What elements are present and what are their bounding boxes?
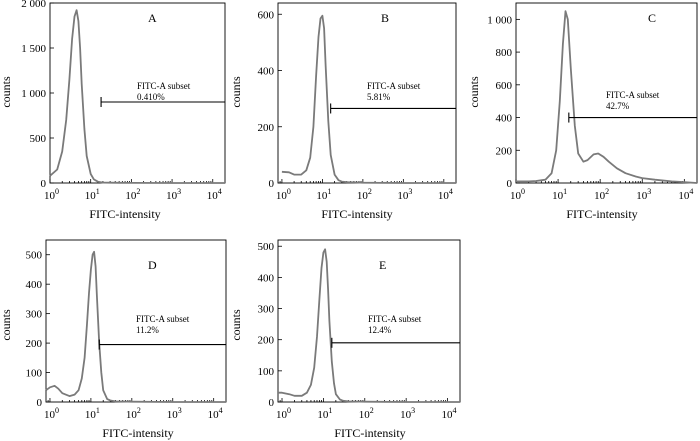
panel-d-xtick-label: 101 bbox=[85, 406, 100, 421]
panel-e-xtick-label: 101 bbox=[317, 406, 332, 421]
panel-c-xtick-label: 102 bbox=[594, 187, 609, 202]
panel-a-histogram-curve bbox=[49, 9, 225, 184]
panel-c-gate-name: FITC-A subset bbox=[606, 90, 660, 100]
panel-e-xtick-label: 103 bbox=[400, 406, 415, 421]
panel-a-gate-name: FITC-A subset bbox=[137, 81, 191, 91]
panel-e-ytick-label: 200 bbox=[258, 335, 275, 347]
panel-d-histogram-curve bbox=[45, 250, 226, 403]
panel-c-ytick-label: 400 bbox=[496, 113, 513, 125]
panel-c-gate-percent: 42.7% bbox=[606, 101, 630, 111]
panel-a-ytick-label: 2 000 bbox=[21, 0, 46, 10]
panel-a-xtick-label: 100 bbox=[44, 187, 59, 202]
panel-c-letter: C bbox=[648, 11, 656, 25]
panel-e-gate-percent: 12.4% bbox=[368, 325, 392, 335]
panel-a-xtick-label: 103 bbox=[166, 187, 181, 202]
panel-a-ytick-label: 0 bbox=[41, 178, 47, 190]
panel-c: C FITC-intensity counts FITC-A subset 42… bbox=[467, 2, 698, 221]
panel-a-xtick-label: 104 bbox=[207, 187, 222, 202]
panel-d-ytick-label: 300 bbox=[26, 309, 43, 321]
panel-d-ytick-label: 500 bbox=[26, 250, 43, 262]
panel-b-gate-percent: 5.81% bbox=[367, 92, 391, 102]
panel-a-ytick-label: 1 500 bbox=[21, 43, 46, 55]
panel-a-letter: A bbox=[148, 11, 157, 25]
panel-b-ytick-label: 0 bbox=[269, 178, 275, 190]
panel-b-xtick-label: 102 bbox=[357, 187, 372, 202]
panel-e-letter: E bbox=[379, 258, 386, 272]
panel-e-xtick-label: 104 bbox=[442, 406, 457, 421]
panel-e-ytick-label: 300 bbox=[258, 304, 275, 316]
panel-e: E FITC-intensity counts FITC-A subset 12… bbox=[229, 239, 461, 440]
panel-d-xtick-label: 104 bbox=[208, 406, 223, 421]
panel-e-ytick-label: 100 bbox=[258, 366, 275, 378]
panel-d-xtick-label: 102 bbox=[126, 406, 141, 421]
panel-d-ytick-label: 0 bbox=[37, 397, 43, 409]
panel-b-xtick-label: 103 bbox=[397, 187, 412, 202]
panel-b-ytick-label: 600 bbox=[258, 9, 275, 21]
panel-b-ytick-label: 200 bbox=[258, 122, 275, 134]
panel-a-gate-percent: 0.410% bbox=[137, 92, 165, 102]
panel-c-xtick-label: 101 bbox=[552, 187, 567, 202]
panel-d: D FITC-intensity counts FITC-A subset 11… bbox=[0, 239, 227, 440]
panel-c-ytick-label: 800 bbox=[496, 47, 513, 59]
panel-b-histogram-curve bbox=[281, 14, 456, 184]
panel-d-ytick-label: 400 bbox=[26, 279, 43, 291]
panel-e-xtick-label: 100 bbox=[276, 406, 291, 421]
panel-c-xtick-label: 103 bbox=[636, 187, 651, 202]
panel-e-ytick-label: 0 bbox=[269, 397, 275, 409]
panel-d-ytick-label: 200 bbox=[26, 338, 43, 350]
panel-a-ytick-label: 500 bbox=[30, 133, 47, 145]
panel-a: A FITC-intensity counts FITC-A subset 0.… bbox=[0, 0, 226, 221]
panel-d-gate-percent: 11.2% bbox=[136, 325, 159, 335]
panel-e-ytick-label: 400 bbox=[258, 272, 275, 284]
panel-c-ytick-label: 0 bbox=[507, 178, 513, 190]
panel-d-xtick-label: 103 bbox=[167, 406, 182, 421]
panel-b: B FITC-intensity counts FITC-A subset 5.… bbox=[229, 2, 457, 221]
panel-a-ytick-label: 1 000 bbox=[21, 88, 46, 100]
panel-e-gate-name: FITC-A subset bbox=[368, 314, 422, 324]
panel-d-xlabel: FITC-intensity bbox=[102, 426, 173, 440]
panel-e-histogram-curve bbox=[278, 248, 460, 403]
panel-d-xtick-label: 100 bbox=[44, 406, 59, 421]
panel-b-xtick-label: 101 bbox=[316, 187, 331, 202]
panel-e-ylabel: counts bbox=[229, 309, 243, 341]
panel-e-xlabel: FITC-intensity bbox=[334, 426, 405, 440]
panel-d-letter: D bbox=[148, 258, 157, 272]
panel-b-ytick-label: 400 bbox=[258, 66, 275, 78]
panel-b-xtick-label: 100 bbox=[276, 187, 291, 202]
panel-d-ytick-label: 100 bbox=[26, 368, 43, 380]
panel-c-histogram-curve bbox=[516, 10, 698, 184]
panel-c-ytick-label: 600 bbox=[496, 80, 513, 92]
panel-b-ylabel: counts bbox=[229, 76, 243, 108]
panel-a-xtick-label: 101 bbox=[85, 187, 100, 202]
panel-c-xtick-label: 100 bbox=[510, 187, 525, 202]
panel-d-ylabel: counts bbox=[0, 309, 13, 341]
panel-e-ytick-label: 500 bbox=[258, 241, 275, 253]
panel-d-gate-name: FITC-A subset bbox=[136, 314, 190, 324]
panel-b-xtick-label: 104 bbox=[438, 187, 453, 202]
panel-c-ytick-label: 1 000 bbox=[487, 14, 512, 26]
panel-b-gate-name: FITC-A subset bbox=[367, 81, 421, 91]
panel-c-ylabel: counts bbox=[467, 76, 481, 108]
panel-e-xtick-label: 102 bbox=[359, 406, 374, 421]
panel-b-xlabel: FITC-intensity bbox=[321, 207, 392, 221]
panel-c-xtick-label: 104 bbox=[678, 187, 693, 202]
panel-c-xlabel: FITC-intensity bbox=[566, 207, 637, 221]
panel-a-xlabel: FITC-intensity bbox=[89, 207, 160, 221]
panel-a-ylabel: counts bbox=[0, 76, 13, 108]
panel-c-ytick-label: 200 bbox=[496, 145, 513, 157]
panel-c-frame bbox=[515, 2, 698, 184]
panel-b-letter: B bbox=[381, 11, 389, 25]
panel-a-xtick-label: 102 bbox=[125, 187, 140, 202]
